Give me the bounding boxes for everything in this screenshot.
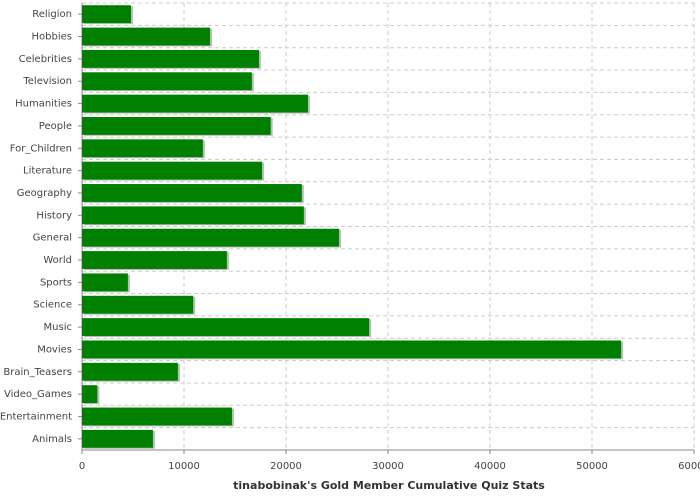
bar [82, 206, 304, 225]
x-tick-label: 30000 [372, 461, 404, 472]
y-tick-label: General [33, 233, 72, 244]
bar [82, 49, 259, 68]
y-tick-label: Science [33, 300, 72, 311]
bar [82, 340, 622, 359]
bar [82, 273, 128, 292]
bar [82, 228, 340, 247]
y-tick-label: Television [22, 76, 72, 87]
bar [82, 407, 232, 426]
y-tick-label: People [39, 121, 72, 132]
x-tick-label: 40000 [474, 461, 506, 472]
y-tick-label: Music [44, 322, 72, 333]
bar [82, 362, 178, 381]
bar [82, 429, 153, 448]
y-tick-label: Hobbies [32, 32, 72, 43]
y-tick-label: History [36, 210, 72, 221]
bar [82, 318, 370, 337]
y-tick-label: World [43, 255, 72, 266]
bar [82, 27, 211, 46]
x-tick-label: 0 [79, 461, 85, 472]
y-tick-label: Literature [23, 166, 72, 177]
y-tick-label: Video_Games [4, 389, 72, 400]
x-tick-label: 50000 [576, 461, 608, 472]
y-tick-label: Humanities [15, 99, 72, 110]
y-tick-label: Religion [32, 9, 72, 20]
bar [82, 5, 131, 24]
x-tick-label: 20000 [270, 461, 302, 472]
y-tick-label: Sports [40, 277, 72, 288]
bar [82, 72, 252, 91]
y-tick-label: Movies [37, 344, 72, 355]
bar [82, 385, 98, 404]
bar [82, 94, 308, 113]
x-tick-label: 60000 [678, 461, 700, 472]
bar [82, 139, 203, 158]
y-tick-label: Brain_Teasers [3, 367, 72, 378]
bar [82, 251, 227, 269]
y-tick-label: For_Children [10, 143, 72, 154]
x-tick-label: 10000 [168, 461, 200, 472]
bar [82, 295, 194, 314]
x-axis-label: tinabobinak's Gold Member Cumulative Qui… [233, 479, 545, 492]
y-tick-label: Entertainment [0, 411, 72, 422]
bar [82, 184, 302, 202]
y-tick-label: Celebrities [19, 54, 72, 65]
y-tick-label: Animals [32, 434, 72, 445]
y-tick-label: Geography [17, 188, 72, 199]
bar [82, 161, 263, 180]
bar [82, 116, 271, 135]
